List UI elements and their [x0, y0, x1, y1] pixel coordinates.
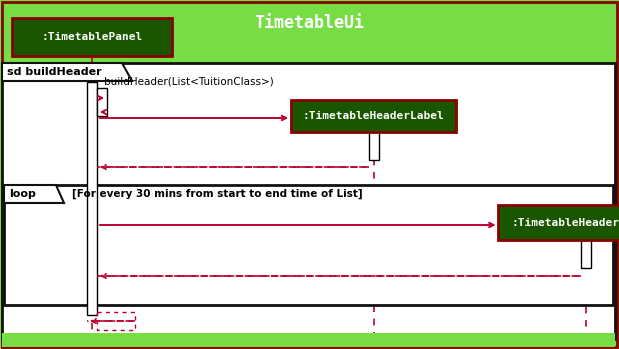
Polygon shape	[4, 185, 64, 203]
Bar	[369, 132, 379, 160]
Bar	[97, 88, 107, 116]
Text: TimetableUi: TimetableUi	[254, 14, 365, 32]
Text: :TimetablePanel: :TimetablePanel	[41, 32, 142, 42]
Bar	[581, 240, 591, 268]
Bar	[2, 63, 615, 339]
Text: :TimetableHeaderLabel: :TimetableHeaderLabel	[303, 111, 444, 121]
Bar	[291, 100, 456, 132]
Bar	[87, 82, 97, 315]
Text: sd buildHeader: sd buildHeader	[7, 67, 102, 77]
Polygon shape	[2, 63, 132, 81]
Text: buildHeader(List<TuitionClass>): buildHeader(List<TuitionClass>)	[104, 76, 274, 86]
Bar	[12, 18, 172, 56]
Text: [For every 30 mins from start to end time of List]: [For every 30 mins from start to end tim…	[72, 189, 363, 199]
Text: loop: loop	[9, 189, 36, 199]
Bar	[4, 185, 613, 305]
Bar	[2, 333, 615, 347]
Bar	[97, 312, 135, 330]
Text: :TimetableHeaderTiming: :TimetableHeaderTiming	[512, 217, 619, 228]
Bar	[498, 205, 619, 240]
